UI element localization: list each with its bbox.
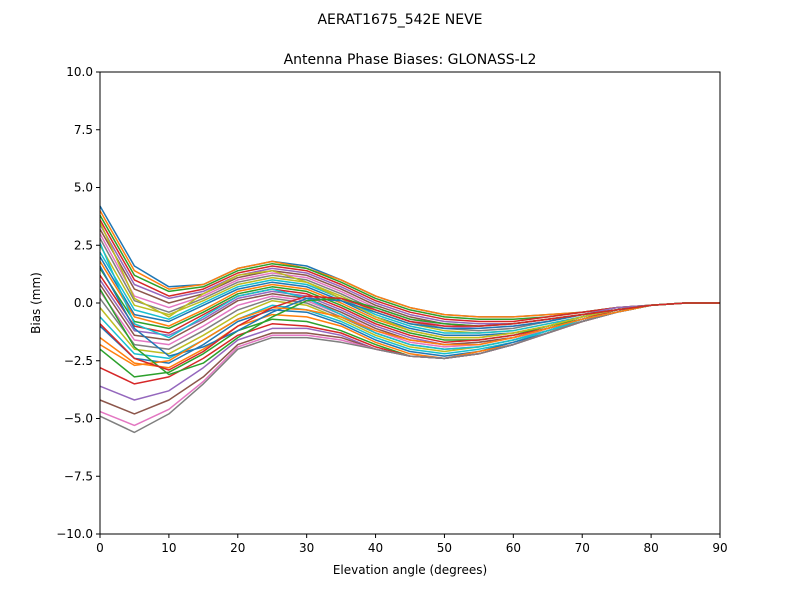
chart-title: Antenna Phase Biases: GLONASS-L2 [284, 52, 537, 68]
y-tick-label: −2.5 [64, 354, 93, 368]
y-tick-label: 7.5 [74, 123, 93, 137]
series-line-3 [99, 214, 720, 320]
x-tick-label: 40 [368, 541, 383, 555]
y-tick-label: −5.0 [64, 412, 93, 426]
y-tick-label: −10.0 [56, 527, 93, 541]
series-line-32 [99, 302, 720, 367]
y-axis: 10.0 7.5 5.0 2.5 0.0 −2.5 −5.0 −7.5 −10.0 [56, 65, 100, 541]
x-axis-label: Elevation angle (degrees) [333, 563, 487, 577]
x-tick-label: 50 [437, 541, 452, 555]
x-tick-label: 0 [96, 541, 104, 555]
y-axis-label: Bias (mm) [29, 272, 43, 334]
x-tick-label: 60 [506, 541, 521, 555]
x-tick-label: 10 [161, 541, 176, 555]
x-tick-label: 70 [575, 541, 590, 555]
x-tick-label: 80 [643, 541, 658, 555]
y-tick-label: 2.5 [74, 238, 93, 252]
x-tick-label: 20 [230, 541, 245, 555]
x-axis: 0 10 20 30 40 50 60 70 80 90 [96, 534, 728, 555]
x-tick-label: 90 [712, 541, 727, 555]
x-tick-label: 30 [299, 541, 314, 555]
y-tick-label: 0.0 [74, 296, 93, 310]
series-line-34 [99, 295, 720, 371]
series-line-5 [99, 224, 720, 325]
y-tick-label: 10.0 [66, 65, 93, 79]
y-tick-label: −7.5 [64, 469, 93, 483]
y-tick-label: 5.0 [74, 181, 93, 195]
figure-suptitle: AERAT1675_542E NEVE [317, 12, 482, 28]
plot-area [99, 205, 720, 434]
